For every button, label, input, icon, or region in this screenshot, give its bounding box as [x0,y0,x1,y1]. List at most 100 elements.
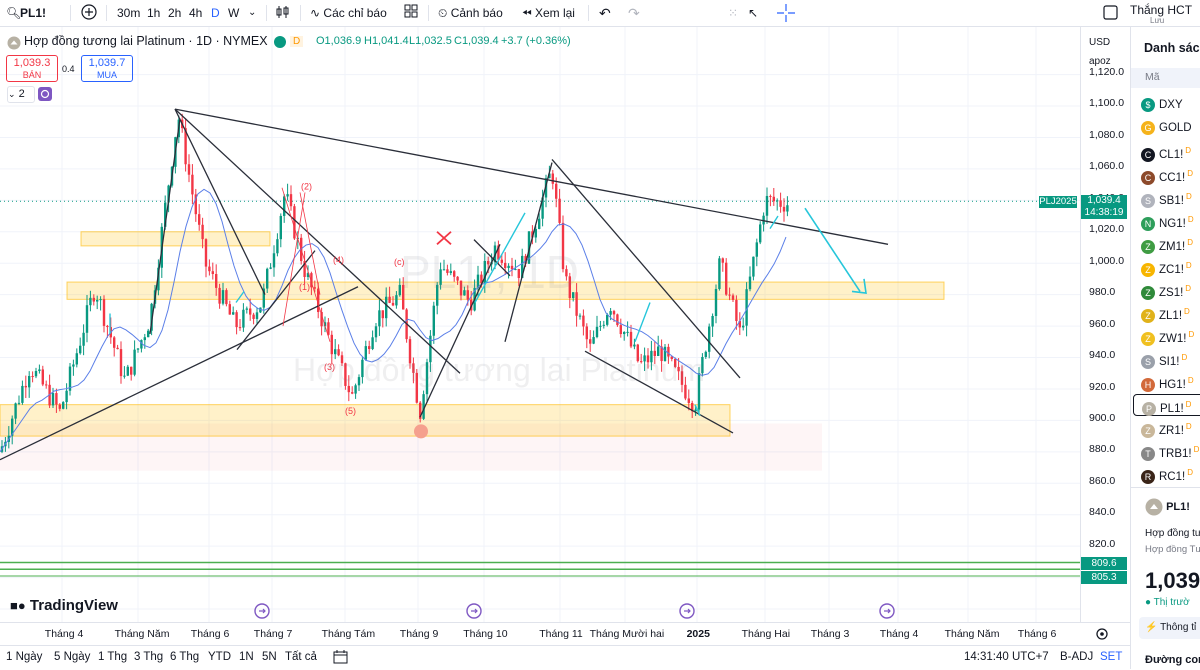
watchlist-item[interactable]: $ DXY [1141,95,1200,115]
cursor-icon[interactable]: ↖ [748,6,759,20]
sell-button[interactable]: 1,039.3 BÁN [6,55,58,82]
range-ytd[interactable]: YTD [208,651,231,663]
calendar-icon[interactable] [333,650,348,667]
price-axis[interactable]: USD apoz 1,120.0 1,100.0 1,080.0 1,060.0 1,0… [1080,27,1131,622]
candle-body [96,299,99,302]
interval-w[interactable]: W [228,6,240,20]
range-1y[interactable]: 1N [239,651,254,663]
crosshair-icon[interactable] [775,2,797,22]
candle-body [643,355,646,362]
candle-body [347,385,350,393]
watchlist-title[interactable]: Danh sách [1144,41,1200,55]
watchlist-item[interactable]: T TRB1! D [1141,440,1200,461]
info-button[interactable]: ⚡ Thông tỉ [1139,617,1200,639]
watchlist-item[interactable]: C CL1! D [1141,141,1200,162]
detail-symbol[interactable]: PL1! [1145,498,1190,516]
clock-time[interactable]: 14:31:40 UTC+7 [964,651,1049,663]
compare-symbol-button[interactable] [80,3,98,21]
adjust-toggle[interactable]: B-ADJ [1060,651,1094,663]
replay-button[interactable]: ⏪︎ Xem lại [522,4,575,22]
save-label[interactable]: Lưu [1150,16,1165,25]
redo-icon[interactable]: ↷ [628,5,640,21]
buy-button[interactable]: 1,039.7 MUA [81,55,133,82]
user-name[interactable]: Thắng HCT [1130,3,1193,17]
drag-handle-icon[interactable]: ⁙ [728,6,739,20]
watchlist-item[interactable]: Z ZM1! D [1141,233,1200,254]
delayed-badge: D [1187,169,1193,178]
candle-body [65,390,68,403]
range-1m[interactable]: 1 Thg [98,651,128,663]
watchlist-item[interactable]: P PL1! D [1133,394,1200,416]
price-chart[interactable]: (2) (4) (c) (1) (3) (5) [0,27,1080,622]
price-tick: 900.0 [1089,411,1116,424]
watchlist-item[interactable]: Z ZS1! D [1141,279,1200,300]
watchlist-item[interactable]: N NG1! D [1141,210,1200,231]
interval-2h[interactable]: 2h [168,6,182,20]
candle-body [510,265,514,270]
candle-body [745,289,748,326]
range-6m[interactable]: 6 Thg [170,651,200,663]
watchlist-item[interactable]: Z ZR1! D [1141,417,1200,438]
candle-body [565,269,568,277]
projection-arrow [474,212,526,303]
watchlist-item[interactable]: S SB1! D [1141,187,1200,208]
symbol-label[interactable]: PL1! [20,6,47,20]
alert-button[interactable]: ⏲ Cảnh báo [438,4,503,22]
watchlist-item[interactable]: G GOLD [1141,118,1200,138]
symbol-logo-icon: S [1141,193,1155,208]
candle-body [629,331,633,347]
symbol-search-button[interactable]: 🔍︎ [6,4,21,22]
square-icon [1103,5,1118,20]
bar-countdown: 14:38:19 [1084,207,1124,218]
interval-1h[interactable]: 1h [147,6,161,20]
currency-label[interactable]: USD [1089,37,1111,48]
chevron-down-icon[interactable]: ⌄ [248,7,257,18]
chart-type-button[interactable] [274,3,292,21]
session-toggle[interactable]: SET [1100,651,1123,663]
price-tick: 1,100.0 [1089,97,1125,110]
scale-mode-label[interactable]: apoz [1089,56,1111,67]
time-axis[interactable]: Tháng 4 Tháng Năm Tháng 6 Tháng 7 Tháng Tám T… [0,622,1130,645]
watchlist-item[interactable]: H HG1! D [1141,371,1200,392]
watchlist-item[interactable]: Z ZL1! D [1141,302,1200,323]
watchlist-item[interactable]: S SI1! D [1141,348,1200,369]
candle-body [456,276,459,281]
candle-body [242,309,245,328]
range-5d[interactable]: 5 Ngày [54,651,91,663]
watchlist-item[interactable]: Z ZC1! D [1141,256,1200,277]
watchlist-item[interactable]: C CC1! D [1141,164,1200,185]
event-marker [679,603,695,619]
curve-section-title[interactable]: Đường cong [1145,654,1200,666]
sync-icon[interactable] [38,87,52,104]
chart-settings-icon[interactable] [1095,627,1109,644]
layouts-button[interactable] [403,3,419,21]
undo-icon[interactable]: ↶ [599,5,611,21]
candle-body [436,284,439,306]
wave-label: (c) [394,257,405,267]
column-header-symbol[interactable]: Mã [1145,71,1160,83]
candle-body [113,337,116,348]
series-title[interactable]: Hợp đồng tương lai Platinum · 1D · NYMEX [24,34,268,48]
interval-4h[interactable]: 4h [189,6,203,20]
range-all[interactable]: Tất cả [285,651,317,663]
tradingview-logo[interactable]: ■● TradingView [10,597,118,614]
indicators-button[interactable]: ∿ Các chỉ báo [310,4,387,22]
fullscreen-button[interactable] [1103,5,1118,23]
candle-body [670,356,673,359]
watchlist-item[interactable]: R RC1! D [1141,463,1200,484]
price-tick: 920.0 [1089,380,1116,393]
interval-30m[interactable]: 30m [117,6,141,20]
trend-line [174,108,461,374]
alarm-clock-icon: ⏲ [438,6,448,20]
event-marker [466,603,482,619]
watchlist-item[interactable]: Z ZW1! D [1141,325,1200,346]
range-5y[interactable]: 5N [262,651,277,663]
indicator-toggle[interactable]: ⌄ 2 [7,86,35,103]
chart-pane[interactable]: (2) (4) (c) (1) (3) (5) [0,27,1080,622]
range-3m[interactable]: 3 Thg [134,651,164,663]
candle-body [184,128,187,165]
interval-d[interactable]: D [211,6,220,20]
range-1d[interactable]: 1 Ngày [6,651,43,663]
candle-body [626,331,629,333]
candle-body [466,290,469,300]
